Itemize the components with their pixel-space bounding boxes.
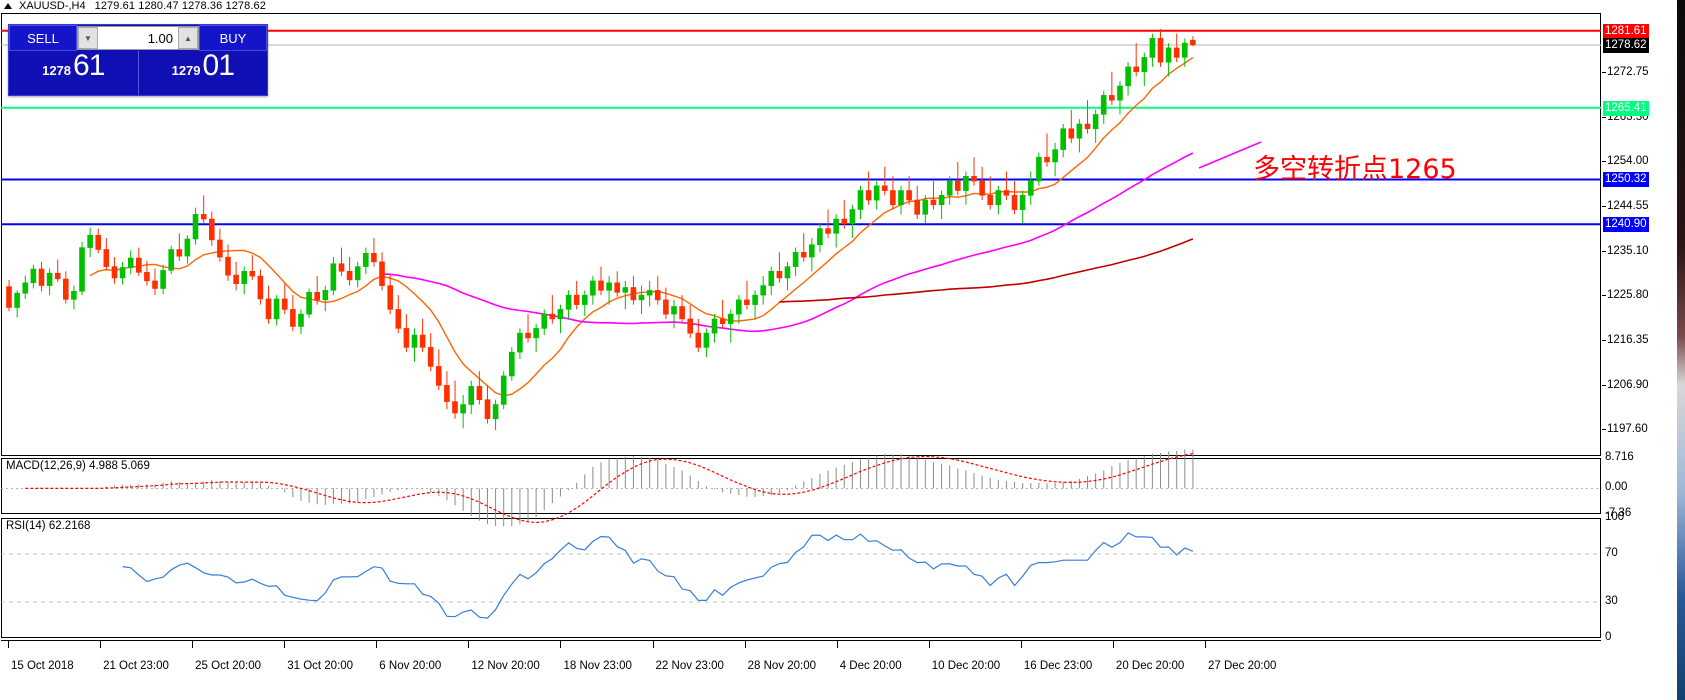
symbol-label: XAUUSD-,H4	[19, 0, 86, 12]
rsi-tick-label: 0	[1605, 631, 1612, 643]
triangle-up-icon[interactable]	[4, 3, 12, 9]
time-tick-label: 4 Dec 20:00	[839, 660, 902, 672]
price-tick-mark	[1602, 384, 1606, 386]
rsi-tick-label: 70	[1605, 547, 1618, 559]
annotation-pointer-line	[1198, 141, 1262, 169]
price-highlight-label[interactable]: 1281.61	[1603, 23, 1649, 39]
volume-stepper[interactable]: ▼ 1.00 ▲	[77, 26, 199, 50]
bid-price-pips: 61	[73, 49, 105, 82]
time-tick-label: 25 Oct 20:00	[195, 660, 261, 672]
time-tick-label: 28 Nov 20:00	[747, 660, 817, 672]
price-tick-label: 1272.75	[1602, 66, 1649, 78]
buy-button[interactable]: BUY	[199, 25, 267, 51]
ohlc-values: 1279.61 1280.47 1278.36 1278.62	[94, 0, 266, 12]
time-tick-mark	[192, 640, 194, 648]
time-tick-label: 12 Nov 20:00	[471, 660, 540, 672]
time-tick-mark	[560, 640, 562, 648]
chart-header: XAUUSD-,H4 1279.61 1280.47 1278.36 1278.…	[0, 0, 1685, 15]
time-tick-label: 22 Nov 23:00	[655, 660, 724, 672]
time-tick-label: 15 Oct 2018	[11, 660, 74, 672]
time-tick-mark	[284, 640, 286, 648]
rsi-tick-label: 30	[1605, 595, 1618, 607]
price-highlight-label[interactable]: 1278.62	[1603, 37, 1649, 53]
volume-decrease-icon[interactable]: ▼	[78, 27, 98, 49]
price-tick-mark	[1602, 116, 1606, 118]
price-tick-label: 1225.80	[1602, 289, 1649, 301]
window-scrollbar[interactable]	[1677, 0, 1685, 700]
chart-annotation-text: 多空转折点1265	[1253, 154, 1457, 185]
price-highlight-label[interactable]: 1240.90	[1603, 217, 1649, 233]
rsi-pane[interactable]	[1, 518, 1601, 638]
one-click-trading-panel[interactable]: SELL ▼ 1.00 ▲ BUY 1278 61 1279 01	[8, 24, 268, 96]
time-tick-label: 20 Dec 20:00	[1115, 660, 1185, 672]
time-tick-label: 16 Dec 23:00	[1023, 660, 1093, 672]
price-highlight-label[interactable]: 1265.41	[1603, 100, 1649, 116]
macd-indicator-label: MACD(12,26,9) 4.988 5.069	[6, 460, 150, 472]
macd-tick-label: 0.00	[1605, 481, 1628, 494]
rsi-indicator-label: RSI(14) 62.2168	[6, 520, 91, 532]
price-tick-mark	[1602, 161, 1606, 162]
time-tick-mark	[928, 640, 930, 648]
rsi-tick-label: 100	[1605, 511, 1625, 523]
price-tick-label: 1206.90	[1602, 379, 1649, 391]
volume-increase-icon[interactable]: ▲	[178, 27, 198, 49]
ask-price-pips: 01	[202, 49, 235, 82]
ask-price[interactable]: 1279 01	[137, 49, 268, 95]
time-tick-mark	[744, 640, 746, 648]
volume-input[interactable]: 1.00	[98, 27, 178, 49]
time-tick-mark	[1020, 640, 1022, 648]
macd-tick-label: -7.36	[1605, 507, 1632, 519]
price-axis[interactable]: 1272.75 1263.30 1254.00 1244.55 1235.10 1225.…	[1601, 13, 1685, 668]
price-tick-label: 1254.00	[1602, 155, 1649, 167]
time-tick-label: 27 Dec 20:00	[1208, 660, 1277, 672]
time-tick-mark	[836, 640, 838, 648]
price-tick-label: 1235.10	[1602, 245, 1649, 257]
price-tick-mark	[1602, 250, 1606, 252]
price-tick-mark	[1602, 295, 1606, 297]
time-tick-mark	[652, 640, 654, 648]
price-tick-label: 1216.35	[1602, 334, 1649, 346]
ask-price-prefix: 1279	[171, 63, 201, 78]
time-tick-mark	[8, 640, 9, 648]
price-tick-label: 1197.60	[1602, 423, 1648, 435]
time-tick-label: 21 Oct 23:00	[103, 660, 169, 672]
time-tick-mark	[376, 640, 378, 648]
price-highlight-label[interactable]: 1250.32	[1603, 172, 1649, 188]
time-tick-label: 31 Oct 20:00	[287, 660, 354, 672]
price-tick-label: 1244.55	[1602, 200, 1649, 212]
time-tick-mark	[1205, 640, 1206, 648]
time-tick-mark	[468, 640, 470, 648]
bid-price-prefix: 1278	[42, 63, 72, 78]
macd-tick-label: 8.716	[1605, 451, 1634, 463]
time-tick-mark	[1112, 640, 1114, 648]
time-axis-pane	[1, 640, 1601, 668]
price-tick-mark	[1602, 205, 1606, 207]
sell-button[interactable]: SELL	[9, 25, 77, 51]
price-tick-mark	[1602, 339, 1606, 341]
macd-pane[interactable]	[1, 458, 1601, 514]
price-tick-mark	[1602, 71, 1606, 73]
chart-canvas	[1, 28, 1601, 619]
time-tick-label: 18 Nov 23:00	[563, 660, 632, 672]
time-tick-label: 10 Dec 20:00	[931, 660, 1001, 672]
price-tick-mark	[1602, 429, 1606, 431]
time-tick-label: 6 Nov 20:00	[379, 660, 442, 672]
bid-price[interactable]: 1278 61	[9, 51, 138, 95]
time-tick-mark	[100, 640, 102, 648]
